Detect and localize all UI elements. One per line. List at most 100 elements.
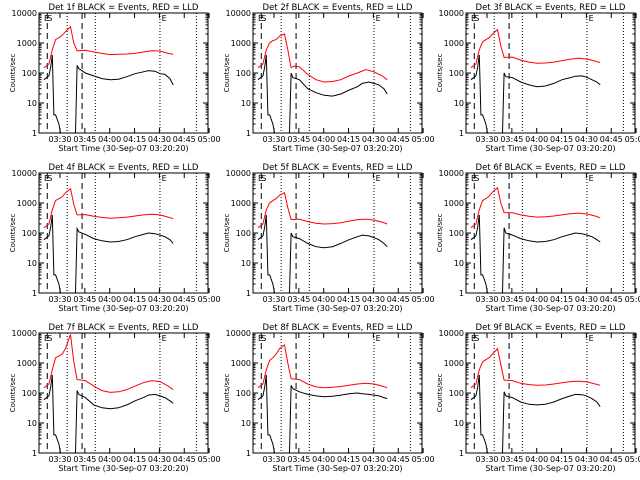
- events-series-line: [257, 54, 388, 134]
- y-tick-label: 10000: [226, 9, 251, 18]
- x-tick-label: 04:00: [312, 135, 335, 144]
- x-tick-label: 04:30: [362, 295, 385, 304]
- y-tick-label: 100: [22, 69, 37, 78]
- time-marker-label: E: [376, 14, 381, 23]
- x-tick-label: 04:30: [362, 135, 385, 144]
- x-tick-label: 04:15: [550, 455, 573, 464]
- x-tick-label: 05:00: [412, 455, 435, 464]
- y-tick-label: 10000: [12, 329, 37, 338]
- events-series-line: [43, 214, 174, 294]
- y-tick-label: 10: [241, 419, 251, 428]
- y-tick-label: 10000: [12, 9, 37, 18]
- x-tick-label: 04:45: [387, 135, 410, 144]
- chart-title: Det 8f BLACK = Events, RED = LLD: [263, 323, 413, 333]
- lld-series-line: [43, 25, 174, 69]
- x-tick-label: 04:15: [123, 135, 146, 144]
- chart-panel-4: Det 4f BLACK = Events, RED = LLD 1 10 100 10…: [9, 163, 221, 313]
- y-tick-label: 1: [32, 129, 37, 138]
- y-tick-label: 1: [459, 289, 464, 298]
- chart-panel-9: Det 9f BLACK = Events, RED = LLD 1 10 100 10…: [436, 323, 640, 473]
- x-tick-label: 04:30: [362, 455, 385, 464]
- x-axis-label: Start Time (30-Sep-07 03:20:20): [58, 304, 188, 313]
- chart-title: Det 3f BLACK = Events, RED = LLD: [476, 3, 626, 13]
- y-tick-label: 1: [246, 449, 251, 458]
- y-tick-label: 10000: [439, 169, 464, 178]
- y-axis-label: Counts/sec: [9, 374, 17, 413]
- y-tick-label: 10: [454, 99, 464, 108]
- chart-title: Det 1f BLACK = Events, RED = LLD: [49, 3, 199, 13]
- time-marker-label: E: [471, 334, 476, 343]
- time-marker-label: S: [261, 174, 266, 183]
- x-axis-label: Start Time (30-Sep-07 03:20:20): [485, 464, 615, 473]
- plot-frame: [465, 12, 636, 134]
- time-marker-label: E: [589, 14, 594, 23]
- x-tick-label: 04:45: [600, 295, 623, 304]
- y-tick-label: 10: [454, 419, 464, 428]
- x-axis-label: Start Time (30-Sep-07 03:20:20): [485, 304, 615, 313]
- x-tick-label: 05:00: [198, 455, 221, 464]
- events-series-line: [43, 374, 174, 454]
- chart-panel-7: Det 7f BLACK = Events, RED = LLD 1 10 100 10…: [9, 323, 221, 473]
- x-tick-label: 04:00: [525, 295, 548, 304]
- x-tick-label: 04:15: [123, 295, 146, 304]
- y-axis-label: Counts/sec: [436, 374, 444, 413]
- x-tick-label: 03:45: [500, 135, 523, 144]
- x-tick-label: 05:00: [625, 455, 640, 464]
- chart-title: Det 4f BLACK = Events, RED = LLD: [49, 163, 199, 173]
- y-tick-label: 1: [32, 449, 37, 458]
- y-tick-label: 1000: [231, 199, 251, 208]
- time-marker-label: E: [376, 334, 381, 343]
- x-tick-label: 04:45: [600, 455, 623, 464]
- y-tick-label: 1000: [17, 199, 37, 208]
- y-tick-label: 1: [246, 129, 251, 138]
- x-tick-label: 04:00: [98, 135, 121, 144]
- time-marker-label: S: [47, 174, 52, 183]
- x-tick-label: 04:00: [312, 295, 335, 304]
- time-marker-label: E: [162, 14, 167, 23]
- lld-series-line: [43, 334, 174, 393]
- chart-title: Det 6f BLACK = Events, RED = LLD: [476, 163, 626, 173]
- x-tick-label: 04:15: [550, 135, 573, 144]
- x-axis-label: Start Time (30-Sep-07 03:20:20): [272, 144, 402, 153]
- y-tick-label: 100: [236, 229, 251, 238]
- time-marker-label: E: [471, 14, 476, 23]
- y-tick-label: 1000: [17, 39, 37, 48]
- y-axis-label: Counts/sec: [223, 214, 231, 253]
- lld-series-line: [43, 187, 174, 229]
- plot-frame: [38, 172, 209, 294]
- x-axis-label: Start Time (30-Sep-07 03:20:20): [272, 304, 402, 313]
- time-marker-label: E: [44, 334, 49, 343]
- x-tick-label: 04:30: [148, 455, 171, 464]
- x-tick-label: 03:30: [48, 135, 71, 144]
- lld-series-line: [257, 344, 388, 389]
- x-tick-label: 05:00: [198, 135, 221, 144]
- x-tick-label: 04:30: [575, 135, 598, 144]
- x-tick-label: 05:00: [625, 135, 640, 144]
- time-marker-label: S: [47, 334, 52, 343]
- time-marker-label: S: [474, 334, 479, 343]
- x-tick-label: 03:45: [287, 135, 310, 144]
- plot-frame: [465, 172, 636, 294]
- time-marker-label: E: [589, 174, 594, 183]
- y-tick-label: 1: [32, 289, 37, 298]
- y-tick-label: 10: [241, 259, 251, 268]
- x-tick-label: 04:00: [98, 295, 121, 304]
- x-tick-label: 04:00: [525, 135, 548, 144]
- time-marker-label: E: [589, 334, 594, 343]
- y-axis-label: Counts/sec: [9, 54, 17, 93]
- y-tick-label: 10000: [226, 169, 251, 178]
- x-tick-label: 03:45: [287, 295, 310, 304]
- time-marker-label: E: [258, 14, 263, 23]
- x-tick-label: 04:00: [525, 455, 548, 464]
- y-tick-label: 100: [449, 389, 464, 398]
- y-axis-label: Counts/sec: [436, 54, 444, 93]
- y-tick-label: 10: [241, 99, 251, 108]
- events-series-line: [470, 54, 601, 134]
- x-tick-label: 05:00: [625, 295, 640, 304]
- chart-panel-6: Det 6f BLACK = Events, RED = LLD 1 10 100 10…: [436, 163, 640, 313]
- x-tick-label: 03:30: [48, 455, 71, 464]
- y-tick-label: 10: [27, 259, 37, 268]
- time-marker-label: E: [258, 174, 263, 183]
- time-marker-label: S: [474, 14, 479, 23]
- y-tick-label: 100: [22, 389, 37, 398]
